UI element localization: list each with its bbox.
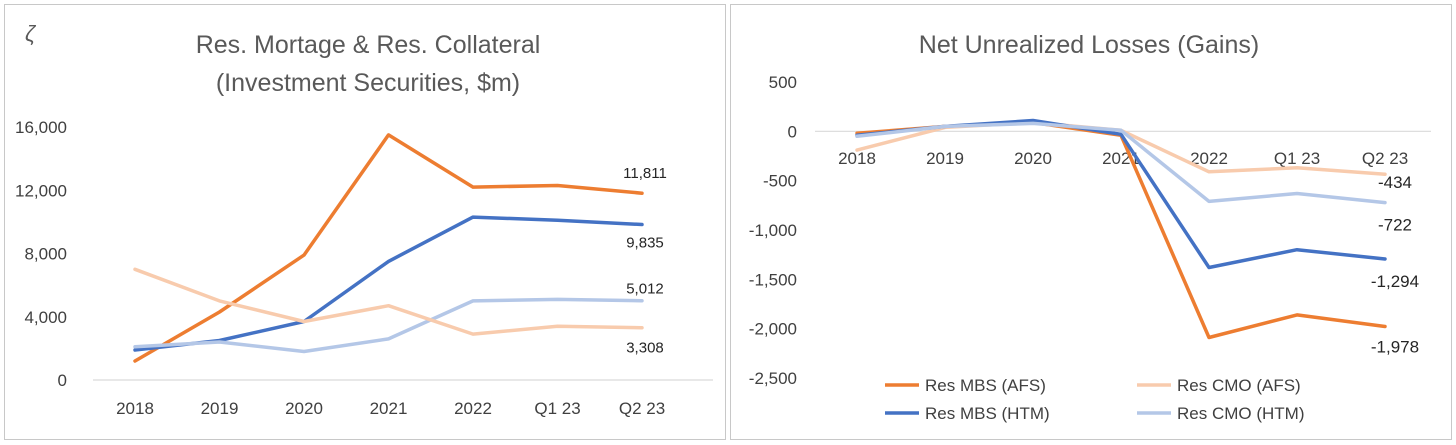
- right-data-label-res_mbs_afs: -1,978: [1371, 337, 1419, 356]
- right-x-tick-label: 2022: [1190, 149, 1228, 168]
- left-y-tick-label: 16,000: [15, 118, 67, 137]
- right-x-tick-label: Q2 23: [1362, 149, 1408, 168]
- legend-label-res_mbs_afs: Res MBS (AFS): [925, 376, 1046, 395]
- right-y-tick-label: -500: [763, 172, 797, 191]
- right-data-label-res_mbs_htm: -1,294: [1371, 272, 1419, 291]
- right-y-tick-label: -1,000: [749, 221, 797, 240]
- left-data-label-res_cmo_htm: 5,012: [626, 281, 664, 298]
- left-series-line-res_mbs_afs: [133, 133, 644, 363]
- right-y-tick-label: -1,500: [749, 270, 797, 289]
- left-x-tick-label: 2022: [454, 399, 492, 418]
- left-data-label-res_mbs_afs: 11,811: [623, 165, 667, 182]
- chart-right-title: Net Unrealized Losses (Gains): [919, 31, 1259, 59]
- right-x-tick-label: 2019: [926, 149, 964, 168]
- right-y-tick-label: 500: [769, 73, 797, 92]
- left-series-line-res_mbs_htm: [133, 215, 644, 352]
- left-data-label-res_mbs_htm: 9,835: [626, 234, 664, 251]
- legend-label-res_cmo_htm: Res CMO (HTM): [1177, 404, 1304, 423]
- left-x-tick-label: 2018: [116, 399, 154, 418]
- left-y-tick-label: 12,000: [15, 181, 67, 200]
- chart-right-svg: Net Unrealized Losses (Gains) -2,500 -2,0…: [749, 31, 1431, 423]
- right-y-tick-label: -2,500: [749, 369, 797, 388]
- chart-panel-right: Net Unrealized Losses (Gains) -2,500 -2,0…: [730, 4, 1452, 440]
- left-y-tick-label: 8,000: [24, 245, 67, 264]
- right-data-label-res_cmo_htm: -722: [1378, 216, 1412, 235]
- legend-label-res_cmo_afs: Res CMO (AFS): [1177, 376, 1301, 395]
- chart-panel-left: ζ Res. Mortage & Res. Collateral (Invest…: [4, 4, 726, 440]
- left-x-tick-label: Q1 23: [534, 399, 580, 418]
- chart-left-svg: ζ Res. Mortage & Res. Collateral (Invest…: [15, 21, 713, 418]
- left-x-tick-label: 2019: [201, 399, 239, 418]
- left-y-tick-label: 4,000: [24, 308, 67, 327]
- legend-label-res_mbs_htm: Res MBS (HTM): [925, 404, 1050, 423]
- chart-left-subtitle: (Investment Securities, $m): [216, 69, 520, 97]
- left-series-line-res_cmo_afs: [133, 267, 644, 336]
- right-x-tick-label: Q1 23: [1274, 149, 1320, 168]
- right-data-label-res_cmo_afs: -434: [1378, 173, 1412, 192]
- left-x-tick-label: 2020: [285, 399, 323, 418]
- right-x-tick-label: 2020: [1014, 149, 1052, 168]
- right-y-tick-label: 0: [788, 122, 797, 141]
- left-y-tick-label: 0: [58, 371, 67, 390]
- right-series-line-res_cmo_htm: [855, 121, 1387, 205]
- right-y-tick-label: -2,000: [749, 320, 797, 339]
- chart-left-title: Res. Mortage & Res. Collateral: [196, 31, 541, 59]
- left-x-tick-label: 2021: [370, 399, 408, 418]
- left-data-label-res_cmo_afs: 3,308: [626, 340, 664, 357]
- right-x-tick-label: 2018: [838, 149, 876, 168]
- panel-marker: ζ: [25, 21, 37, 46]
- left-x-tick-label: Q2 23: [619, 399, 665, 418]
- left-series-line-res_cmo_htm: [133, 297, 644, 354]
